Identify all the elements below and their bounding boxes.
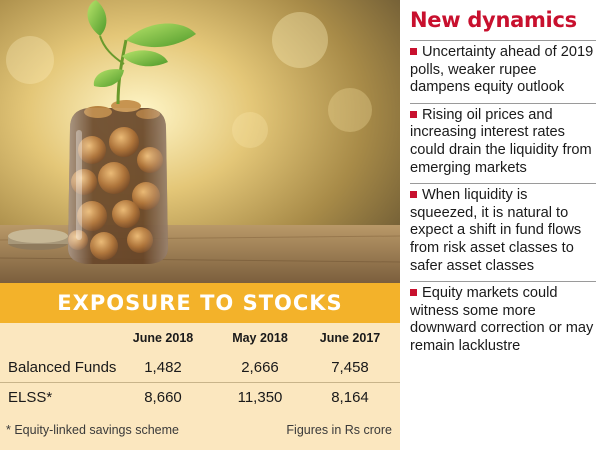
footnote: * Equity-linked savings scheme: [6, 423, 179, 437]
table-cell: 1,482: [144, 359, 182, 376]
table-footer: * Equity-linked savings scheme Figures i…: [0, 419, 400, 445]
unit-note: Figures in Rs crore: [286, 423, 392, 437]
list-item: When liquidity is squeezed, it is natura…: [410, 183, 596, 281]
exposure-table: June 2018 May 2018 June 2017 Balanced Fu…: [0, 323, 400, 413]
exposure-table-panel: EXPOSURE TO STOCKS June 2018 May 2018 Ju…: [0, 283, 400, 450]
square-bullet-icon: [410, 48, 417, 55]
table-cell: 8,660: [144, 389, 182, 406]
column-header: June 2018: [132, 331, 194, 345]
point-text: When liquidity is squeezed, it is natura…: [410, 187, 582, 274]
square-bullet-icon: [410, 289, 417, 297]
list-item: Equity markets could witness some more d…: [410, 281, 596, 361]
money-plant-jar-icon: [0, 0, 400, 283]
list-item: Rising oil prices and increasing interes…: [410, 102, 596, 183]
column-header: May 2018: [232, 331, 288, 345]
points-list: Uncertainty ahead of 2019 polls, weaker …: [410, 40, 596, 362]
sidebar-title: New dynamics: [410, 8, 577, 32]
table-cell: 7,458: [331, 359, 369, 376]
square-bullet-icon: [410, 110, 417, 118]
new-dynamics-sidebar: New dynamics Uncertainty ahead of 2019 p…: [400, 0, 600, 450]
table-header-row: June 2018 May 2018 June 2017: [0, 323, 400, 353]
column-header: June 2017: [319, 331, 381, 345]
row-label: ELSS*: [8, 389, 53, 406]
square-bullet-icon: [410, 191, 417, 199]
money-plant-photo: [0, 0, 400, 283]
table-row: Balanced Funds 1,482 2,666 7,458: [0, 353, 400, 383]
row-label: Balanced Funds: [8, 359, 117, 376]
table-row: ELSS* 8,660 11,350 8,164: [0, 383, 400, 413]
table-cell: 8,164: [331, 389, 369, 406]
point-text: Uncertainty ahead of 2019 polls, weaker …: [410, 44, 594, 96]
point-text: Rising oil prices and increasing interes…: [410, 106, 592, 176]
table-cell: 11,350: [237, 389, 283, 406]
point-text: Equity markets could witness some more d…: [410, 285, 594, 354]
list-item: Uncertainty ahead of 2019 polls, weaker …: [410, 40, 596, 103]
table-cell: 2,666: [241, 359, 279, 376]
table-title: EXPOSURE TO STOCKS: [0, 283, 400, 323]
